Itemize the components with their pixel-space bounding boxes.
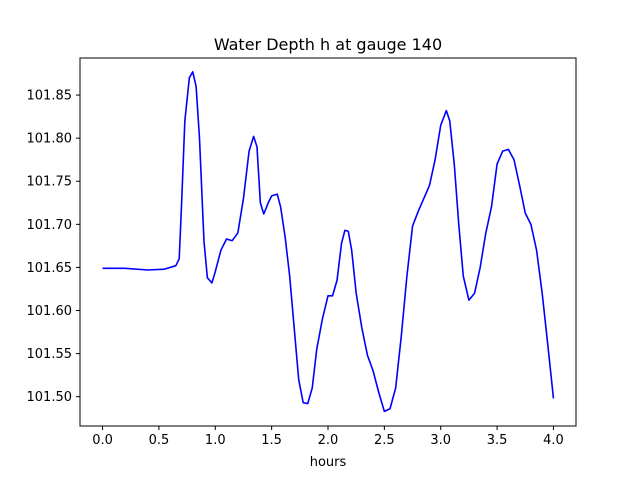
y-tick-label: 101.85 — [27, 89, 73, 104]
x-tick-label: 2.0 — [318, 433, 339, 448]
y-tick-label: 101.55 — [27, 347, 73, 362]
x-tick-label: 0.0 — [92, 433, 113, 448]
chart-title: Water Depth h at gauge 140 — [214, 35, 442, 54]
x-axis: 0.0 0.5 1.0 1.5 2.0 2.5 3.0 3.5 4.0 — [92, 426, 564, 448]
x-tick-label: 3.0 — [430, 433, 451, 448]
x-tick-label: 1.0 — [205, 433, 226, 448]
x-tick-label: 0.5 — [149, 433, 170, 448]
y-axis: 101.50 101.55 101.60 101.65 101.70 101.75 101.… — [27, 89, 80, 405]
x-tick-label: 3.5 — [487, 433, 508, 448]
plot-frame — [79, 57, 577, 427]
y-tick-label: 101.65 — [27, 261, 73, 276]
x-tick-label: 2.5 — [374, 433, 395, 448]
y-tick-label: 101.60 — [27, 304, 73, 319]
series-line-0 — [102, 70, 555, 413]
y-tick-label: 101.75 — [27, 175, 73, 190]
y-tick-label: 101.70 — [27, 218, 73, 233]
plot-area — [79, 57, 577, 427]
y-tick-label: 101.50 — [27, 390, 73, 405]
x-tick-label: 4.0 — [543, 433, 564, 448]
y-tick-label: 101.80 — [27, 132, 73, 147]
x-tick-label: 1.5 — [261, 433, 282, 448]
x-axis-label: hours — [310, 455, 347, 470]
